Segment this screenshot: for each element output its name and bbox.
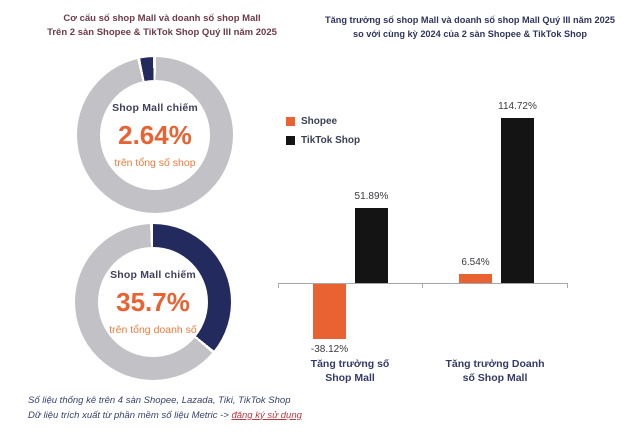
bar-value-label: 6.54% (461, 256, 490, 268)
tiktok-shop-swatch-icon (286, 136, 295, 145)
bar-value-label: -38.12% (310, 343, 349, 355)
donut-center-subtitle: trên tổng số shop (114, 156, 196, 169)
donut-center-value: 35.7% (116, 286, 190, 317)
bar-shopee-group2 (459, 273, 492, 283)
donut-center-subtitle: trên tổng doanh số (109, 323, 197, 336)
donut-center-text: Shop Mall chiếm 2.64% trên tổng số shop (100, 80, 210, 190)
donut-center-label: Shop Mall chiếm (112, 101, 198, 114)
donut-chart-revenue-share: Shop Mall chiếm 35.7% trên tổng doanh số (75, 224, 231, 380)
donut-chart-shop-share: Shop Mall chiếm 2.64% trên tổng số shop (77, 57, 233, 213)
x-axis-tick (567, 283, 568, 288)
footnote-line1: Số liệu thống kê trên 4 sàn Shopee, Laza… (28, 395, 291, 406)
x-axis-tick (422, 283, 423, 288)
bar-chart-legend: Shopee TikTok Shop (286, 116, 360, 154)
legend-item-tiktok-shop: TikTok Shop (286, 135, 360, 146)
right-chart-title: Tăng trưởng số shop Mall và doanh số sho… (303, 14, 637, 42)
footnote: Số liệu thống kê trên 4 sàn Shopee, Laza… (28, 394, 302, 423)
footnote-line2-text: Dữ liệu trích xuất từ phần mềm số liệu M… (28, 409, 232, 421)
left-chart-title: Cơ cấu số shop Mall và doanh số shop Mal… (18, 12, 306, 41)
bar-value-label: 114.72% (498, 101, 537, 113)
right-chart-title-line1: Tăng trưởng số shop Mall và doanh số sho… (325, 15, 615, 25)
shopee-swatch-icon (286, 117, 295, 126)
donut-hole (98, 247, 208, 357)
left-chart-title-line2: Trên 2 sàn Shopee & TikTok Shop Quý III … (47, 27, 277, 39)
right-chart-title-line2: so với cùng kỳ 2024 của 2 sàn Shopee & T… (353, 28, 587, 39)
donut-center-label: Shop Mall chiếm (110, 268, 196, 281)
bar-tiktok-shop-group2 (501, 118, 534, 283)
footnote-line2: Dữ liệu trích xuất từ phần mềm số liệu M… (28, 409, 302, 424)
left-chart-title-line1: Cơ cấu số shop Mall và doanh số shop Mal… (63, 13, 261, 24)
category-label-group2: Tăng trưởng Doanh số Shop Mall (445, 358, 545, 385)
donut-center-text: Shop Mall chiếm 35.7% trên tổng doanh số (98, 247, 208, 357)
x-axis-tick (278, 283, 279, 288)
x-axis-line (278, 283, 568, 284)
donut-hole (100, 80, 210, 190)
bar-tiktok-shop-group1 (355, 208, 388, 283)
legend-label-tiktok-shop: TikTok Shop (301, 135, 361, 146)
category-label-group1: Tăng trưởng số Shop Mall (310, 358, 390, 385)
donut-center-value: 2.64% (118, 119, 192, 150)
bar-shopee-group1 (313, 284, 346, 339)
register-link[interactable]: đăng ký sử dụng (231, 409, 302, 421)
bar-value-label: 51.89% (354, 191, 389, 203)
legend-label-shopee: Shopee (301, 116, 338, 127)
legend-item-shopee: Shopee (286, 116, 360, 127)
